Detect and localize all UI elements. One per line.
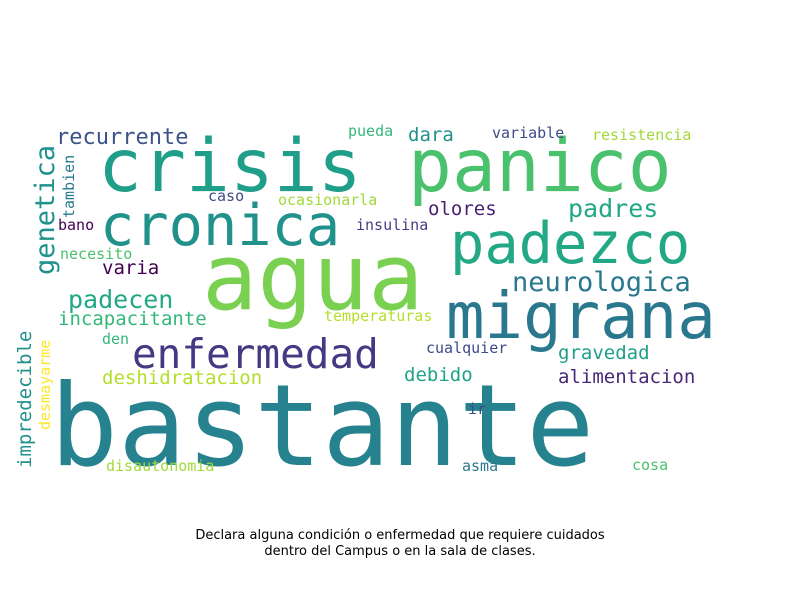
word-enfermedad: enfermedad [132, 330, 379, 378]
word-ocasionarla: ocasionarla [278, 191, 378, 209]
word-deshidratacion: deshidratacion [102, 367, 263, 389]
word-den: den [102, 330, 130, 348]
word-ir: ir [468, 400, 487, 418]
word-cosa: cosa [632, 456, 669, 474]
word-olores: olores [428, 198, 497, 220]
word-padezco: padezco [450, 211, 691, 277]
word-gravedad: gravedad [558, 342, 650, 364]
word-cloud: bastante agua crisis panico migrana cron… [14, 122, 716, 492]
word-incapacitante: incapacitante [58, 308, 207, 330]
word-resistencia: resistencia [592, 126, 692, 144]
caption-line-1: Declara alguna condición o enfermedad qu… [195, 528, 605, 543]
word-tambien: tambien [60, 154, 78, 218]
word-agua: agua [202, 224, 424, 331]
word-bastante: bastante [50, 360, 595, 492]
word-cronica: cronica [100, 193, 341, 259]
word-bano: bano [58, 216, 95, 234]
word-desmayarme: desmayarme [36, 339, 54, 430]
word-disautonomia: disautonomia [106, 457, 215, 475]
word-cualquier: cualquier [426, 339, 508, 357]
word-varia: varia [102, 257, 160, 279]
caption-line-2: dentro del Campus o en la sala de clases… [264, 544, 536, 559]
word-insulina: insulina [356, 216, 429, 234]
figure-caption: Declara alguna condición o enfermedad qu… [0, 528, 800, 560]
word-temperaturas: temperaturas [324, 307, 433, 325]
word-impredecible: impredecible [14, 330, 36, 468]
word-migrana: migrana [446, 280, 716, 354]
word-alimentacion: alimentacion [558, 366, 696, 388]
word-asma: asma [462, 457, 499, 475]
word-debido: debido [404, 364, 473, 386]
word-dara: dara [408, 124, 454, 146]
word-padecen: padecen [68, 285, 174, 314]
word-panico: panico [408, 124, 672, 209]
word-caso: caso [208, 187, 245, 205]
word-variable: variable [492, 124, 565, 142]
word-crisis: crisis [98, 124, 362, 209]
word-neurologica: neurologica [512, 267, 691, 298]
word-recurrente: recurrente [56, 125, 189, 150]
word-pueda: pueda [348, 122, 394, 140]
word-padres: padres [568, 194, 659, 223]
word-genetica: genetica [30, 144, 61, 275]
word-necesito: necesito [60, 245, 133, 263]
